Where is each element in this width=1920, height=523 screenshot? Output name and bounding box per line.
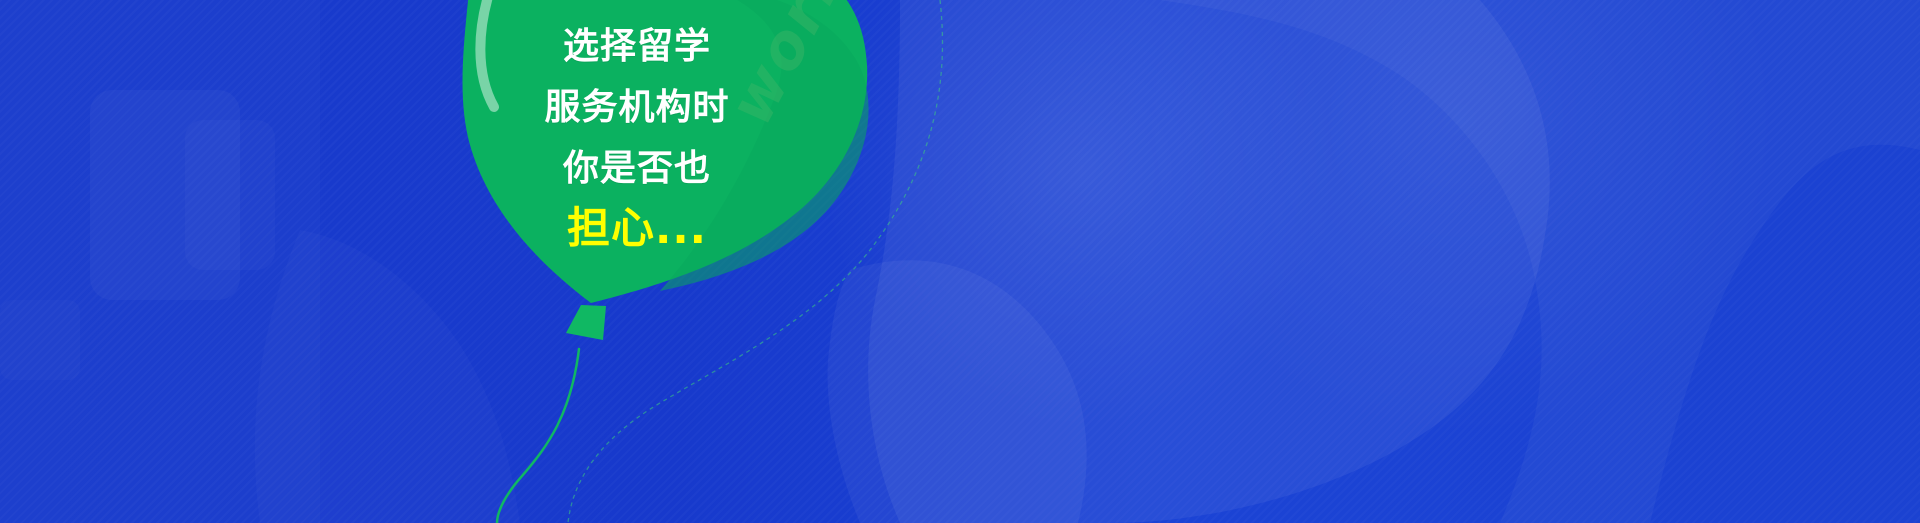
balloon-message: 选择留学 服务机构时 你是否也 担心...: [532, 16, 742, 260]
balloon-knot: [566, 305, 606, 340]
balloon-gloss: [475, 0, 499, 112]
balloon-string: [495, 347, 581, 523]
balloon-svg: [462, 0, 944, 523]
dashed-curve: [567, 0, 944, 523]
headline-line-3: 你是否也: [562, 148, 711, 189]
headline-highlight: 担心...: [566, 204, 707, 254]
headline-line-2: 服务机构时: [544, 87, 730, 128]
background-hair-shape: [1160, 0, 1920, 523]
headline-line-1: 选择留学: [562, 26, 711, 67]
balloon-graphic: worried 选择留学 服务机构时 你是否也 担心...: [462, 0, 944, 523]
balloon-shade: [660, 0, 869, 291]
